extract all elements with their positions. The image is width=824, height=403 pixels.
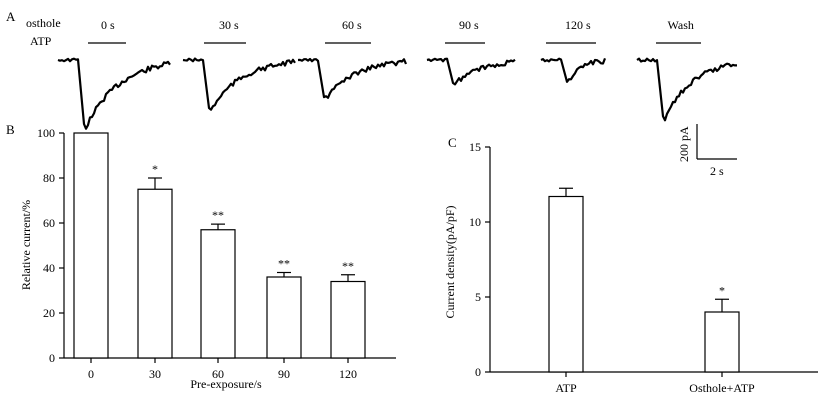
trace-condition: 30 s (182, 18, 296, 111)
bar-90 (266, 276, 302, 359)
condition-label: 120 s (565, 18, 591, 32)
x-tick-label: 30 (149, 367, 161, 381)
panel-c-chart: 0 5 10 15 ATP Osthole+ATP * Current density(p… (443, 140, 818, 395)
b-x-label: Pre-exposure/s (190, 377, 262, 391)
trace-condition: 60 s (297, 18, 408, 99)
bar-30 (137, 188, 173, 359)
row-label-atp: ATP (30, 34, 52, 48)
significance-marker: * (719, 283, 725, 297)
bar-120 (330, 280, 366, 359)
bar-atp (548, 195, 584, 373)
current-trace (636, 57, 737, 122)
significance-marker: ** (278, 257, 290, 271)
current-trace (57, 57, 171, 130)
scalebar-x-label: 2 s (710, 164, 724, 178)
condition-label: 30 s (219, 18, 239, 32)
current-trace (297, 57, 408, 99)
bar-osthole-atp (704, 311, 740, 373)
y-tick-label: 0 (49, 351, 55, 365)
x-tick-label: ATP (555, 381, 577, 395)
condition-label: 90 s (459, 18, 479, 32)
significance-marker: * (152, 162, 158, 176)
b-y-label: Relative current/% (19, 200, 33, 290)
condition-label: 0 s (101, 18, 115, 32)
y-tick-label: 100 (37, 126, 55, 140)
panel-label-a: A (6, 9, 16, 24)
x-tick-label: 60 (212, 367, 224, 381)
row-label-osthole: osthole (26, 16, 61, 30)
significance-marker: ** (342, 259, 354, 273)
panel-label-b: B (6, 122, 15, 137)
trace-condition: 90 s (426, 18, 516, 86)
y-tick-label: 0 (475, 365, 481, 379)
x-tick-label: 90 (278, 367, 290, 381)
x-tick-label: Osthole+ATP (689, 381, 755, 395)
y-tick-label: 60 (43, 216, 55, 230)
current-trace (426, 57, 516, 86)
condition-label: 60 s (342, 18, 362, 32)
y-tick-label: 5 (475, 290, 481, 304)
condition-label: Wash (668, 18, 694, 32)
scalebar-y-label: 200 pA (677, 126, 691, 162)
trace-condition: 0 s (57, 18, 171, 130)
trace-condition: 120 s (540, 18, 607, 83)
current-trace (540, 57, 607, 83)
bar-0 (73, 132, 109, 359)
x-tick-label: 0 (88, 367, 94, 381)
x-tick-label: 120 (339, 367, 357, 381)
y-tick-label: 15 (469, 140, 481, 154)
c-y-label: Current density(pA/pF) (443, 206, 457, 319)
y-tick-label: 40 (43, 261, 55, 275)
y-tick-label: 20 (43, 306, 55, 320)
current-trace (182, 57, 296, 111)
y-tick-label: 80 (43, 171, 55, 185)
significance-marker: ** (212, 208, 224, 222)
panel-a-traces: osthole ATP 0 s 30 s 60 s 90 s 120 s Wash 200… (26, 16, 737, 178)
trace-condition: Wash (636, 18, 737, 122)
bar-60 (200, 229, 236, 359)
panel-label-c: C (448, 135, 457, 150)
y-tick-label: 10 (469, 215, 481, 229)
